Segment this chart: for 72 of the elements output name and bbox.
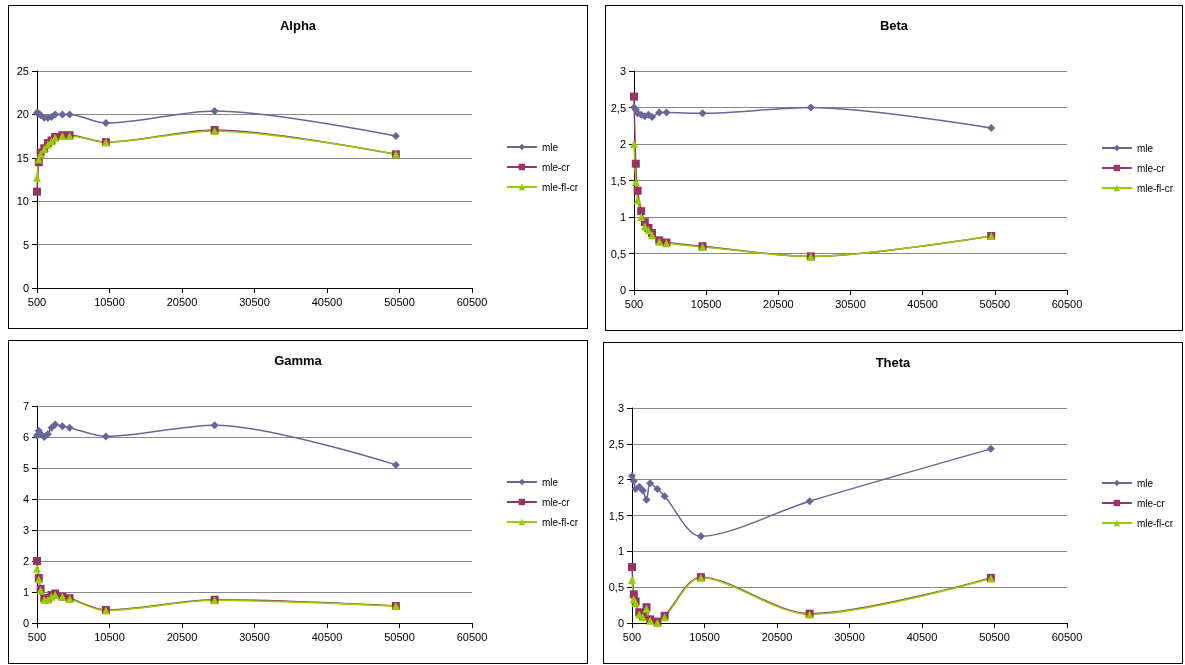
x-tick-label: 30500 — [239, 630, 270, 643]
y-tick-label: 20 — [16, 108, 29, 121]
y-tick-label: 0 — [22, 617, 29, 629]
y-tick-label: 2 — [22, 555, 29, 567]
legend-label: mle-fl-cr — [1136, 182, 1174, 194]
legend-label: mle-cr — [541, 161, 571, 173]
y-tick-label: 2 — [617, 473, 624, 486]
x-tick-label: 10500 — [690, 297, 722, 310]
x-tick-label: 40500 — [907, 297, 938, 310]
legend-label: mle — [1136, 477, 1154, 489]
x-tick-label: 40500 — [311, 295, 343, 308]
y-tick-label: 1 — [617, 545, 624, 558]
y-tick-label: 1,5 — [608, 509, 624, 522]
y-tick-label: 1 — [619, 211, 626, 223]
y-tick-label: 2,5 — [610, 101, 626, 114]
legend-label: mle-cr — [1136, 162, 1166, 174]
x-tick-label: 10500 — [689, 630, 720, 643]
x-tick-label: 40500 — [311, 630, 343, 643]
y-tick-label: 0 — [22, 282, 29, 294]
y-tick-label: 0,5 — [608, 581, 624, 594]
x-tick-label: 50500 — [384, 295, 415, 308]
chart-title: Alpha — [279, 18, 317, 33]
legend-label: mle-cr — [1136, 497, 1166, 509]
legend-label: mle — [1136, 142, 1154, 154]
y-tick-label: 5 — [22, 238, 29, 251]
x-tick-label: 60500 — [456, 630, 488, 643]
x-tick-label: 20500 — [761, 630, 793, 643]
x-tick-label: 30500 — [835, 297, 866, 310]
x-tick-label: 30500 — [834, 630, 865, 643]
y-tick-label: 0 — [617, 617, 624, 629]
legend-label: mle-fl-cr — [1136, 517, 1174, 529]
x-tick-label: 40500 — [906, 630, 938, 643]
y-tick-label: 6 — [22, 431, 29, 443]
x-tick-label: 10500 — [94, 295, 125, 308]
chart-title: Beta — [879, 18, 909, 33]
legend-label: mle-fl-cr — [541, 516, 579, 528]
y-tick-label: 3 — [619, 65, 626, 77]
x-tick-label: 30500 — [239, 295, 270, 308]
y-tick-label: 5 — [22, 462, 29, 474]
y-tick-label: 3 — [617, 402, 624, 414]
y-tick-label: 4 — [22, 493, 29, 505]
y-tick-label: 1 — [22, 586, 29, 598]
x-tick-label: 50500 — [979, 297, 1011, 310]
x-tick-label: 500 — [624, 297, 644, 310]
y-tick-label: 2,5 — [608, 437, 624, 450]
x-tick-label: 60500 — [1051, 630, 1083, 643]
x-tick-label: 500 — [27, 630, 47, 643]
x-tick-label: 10500 — [94, 630, 125, 643]
y-tick-label: 7 — [22, 400, 29, 412]
x-tick-label: 50500 — [384, 630, 415, 643]
x-tick-label: 500 — [27, 295, 47, 308]
y-tick-label: 0,5 — [610, 247, 626, 260]
chart-title: Theta — [875, 355, 912, 370]
x-tick-label: 20500 — [166, 630, 198, 643]
y-tick-label: 2 — [619, 138, 626, 150]
x-tick-label: 60500 — [1051, 297, 1083, 310]
legend-label: mle — [541, 476, 559, 488]
y-tick-label: 1,5 — [610, 174, 626, 187]
x-tick-label: 50500 — [979, 630, 1010, 643]
chart-title: Gamma — [274, 353, 323, 368]
y-tick-label: 3 — [22, 524, 29, 536]
x-tick-label: 60500 — [456, 295, 488, 308]
x-tick-label: 20500 — [763, 297, 794, 310]
y-tick-label: 15 — [16, 151, 29, 164]
x-tick-label: 500 — [622, 630, 642, 643]
legend-label: mle-fl-cr — [541, 181, 579, 193]
legend-label: mle — [541, 141, 559, 153]
y-tick-label: 0 — [619, 284, 626, 296]
legend-label: mle-cr — [541, 496, 571, 508]
x-tick-label: 20500 — [166, 295, 198, 308]
y-tick-label: 10 — [16, 195, 29, 208]
y-tick-label: 25 — [16, 65, 29, 77]
